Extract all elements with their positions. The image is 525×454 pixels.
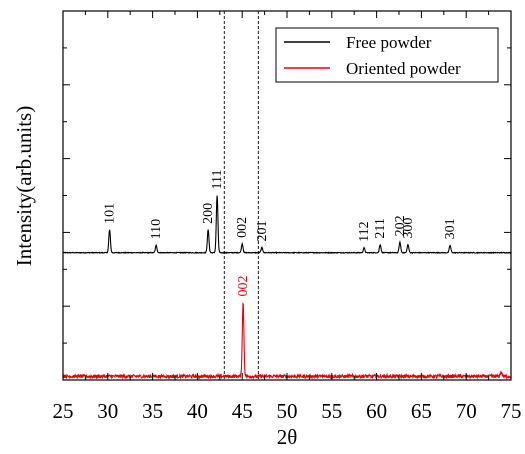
x-tick-label-25: 25 (53, 399, 74, 423)
peak-label-free-211: 211 (373, 218, 388, 238)
peak-label-free-200: 200 (201, 203, 216, 224)
peak-label-free-002: 002 (235, 217, 250, 238)
peak-label-free-101: 101 (103, 203, 118, 224)
x-tick-labels: 25 30 35 40 45 50 55 60 65 70 75 (53, 399, 522, 423)
x-tick-label-50: 50 (277, 399, 298, 423)
x-axis-label: 2θ (277, 425, 298, 449)
legend-box (275, 27, 499, 83)
x-tick-label-40: 40 (187, 399, 208, 423)
peak-label-oriented-002: 002 (236, 276, 251, 297)
x-tick-label-45: 45 (232, 399, 253, 423)
legend-label-oriented-powder: Oriented powder (346, 59, 461, 78)
peak-label-free-111: 111 (210, 170, 225, 190)
reference-lines (223, 11, 259, 380)
x-tick-label-30: 30 (97, 399, 118, 423)
peak-label-free-110: 110 (149, 219, 164, 239)
peak-label-free-112: 112 (357, 221, 372, 241)
axes (62, 10, 512, 381)
peak-label-free-301: 301 (443, 218, 458, 239)
x-tick-label-55: 55 (321, 399, 342, 423)
x-tick-label-75: 75 (501, 399, 522, 423)
peak-label-free-202: 202 (393, 215, 408, 236)
peak-label-free-300: 300 (401, 218, 416, 239)
x-tick-label-60: 60 (366, 399, 387, 423)
y-axis-label: Intensity(arb.units) (12, 106, 36, 266)
x-tick-label-65: 65 (411, 399, 432, 423)
series-line-free-powder (62, 195, 512, 255)
legend: Free powder Oriented powder (275, 27, 499, 83)
x-tick-label-35: 35 (142, 399, 163, 423)
x-tick-label-70: 70 (456, 399, 477, 423)
series-line-oriented-powder (62, 302, 512, 380)
peak-label-free-201: 201 (255, 221, 270, 242)
legend-label-free-powder: Free powder (346, 33, 432, 52)
